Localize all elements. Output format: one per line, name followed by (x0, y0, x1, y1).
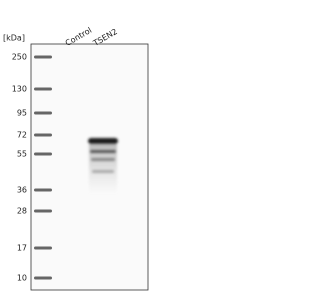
ladder-band (34, 87, 52, 91)
ladder-band (34, 209, 52, 213)
ladder (34, 55, 52, 280)
marker-label: 17 (17, 244, 27, 253)
marker-label: 36 (17, 186, 27, 195)
unit-label: [kDa] (3, 34, 25, 43)
marker-label: 28 (17, 207, 27, 216)
marker-label: 10 (17, 274, 27, 283)
band (88, 138, 118, 144)
band (90, 150, 116, 153)
marker-label: 95 (17, 109, 27, 118)
ladder-band (34, 133, 52, 137)
ladder-band (34, 188, 52, 192)
marker-label: 55 (17, 150, 27, 159)
ladder-band (34, 152, 52, 156)
ladder-band (34, 55, 52, 59)
sample-band (88, 138, 118, 194)
marker-label: 250 (12, 53, 27, 62)
ladder-band (34, 111, 52, 115)
ladder-band (34, 276, 52, 280)
marker-label: 130 (12, 85, 27, 94)
ladder-band (34, 246, 52, 250)
band (92, 170, 114, 173)
marker-label: 72 (17, 131, 27, 140)
band (91, 158, 115, 161)
